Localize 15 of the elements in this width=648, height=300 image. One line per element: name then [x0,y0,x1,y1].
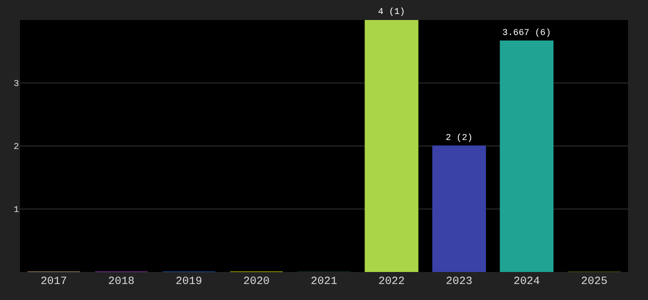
data-label: 4 (1) [378,7,406,17]
y-tick-label: 1 [14,205,19,216]
x-tick-label: 2023 [446,276,472,288]
data-label: 2 (2) [446,133,473,143]
y-tick-label: 3 [14,79,19,90]
x-tick-label: 2021 [310,276,338,288]
x-tick-label: 2020 [243,276,270,288]
x-tick-label: 2017 [40,276,67,288]
data-label: 3.667 (6) [502,28,551,38]
x-tick-label: 2019 [176,276,202,288]
x-tick-label: 2018 [108,276,135,288]
x-tick-label: 2022 [378,276,405,288]
x-tick-label: 2024 [513,276,540,288]
x-tick-label: 2025 [581,276,608,288]
y-tick-label: 2 [14,142,19,152]
